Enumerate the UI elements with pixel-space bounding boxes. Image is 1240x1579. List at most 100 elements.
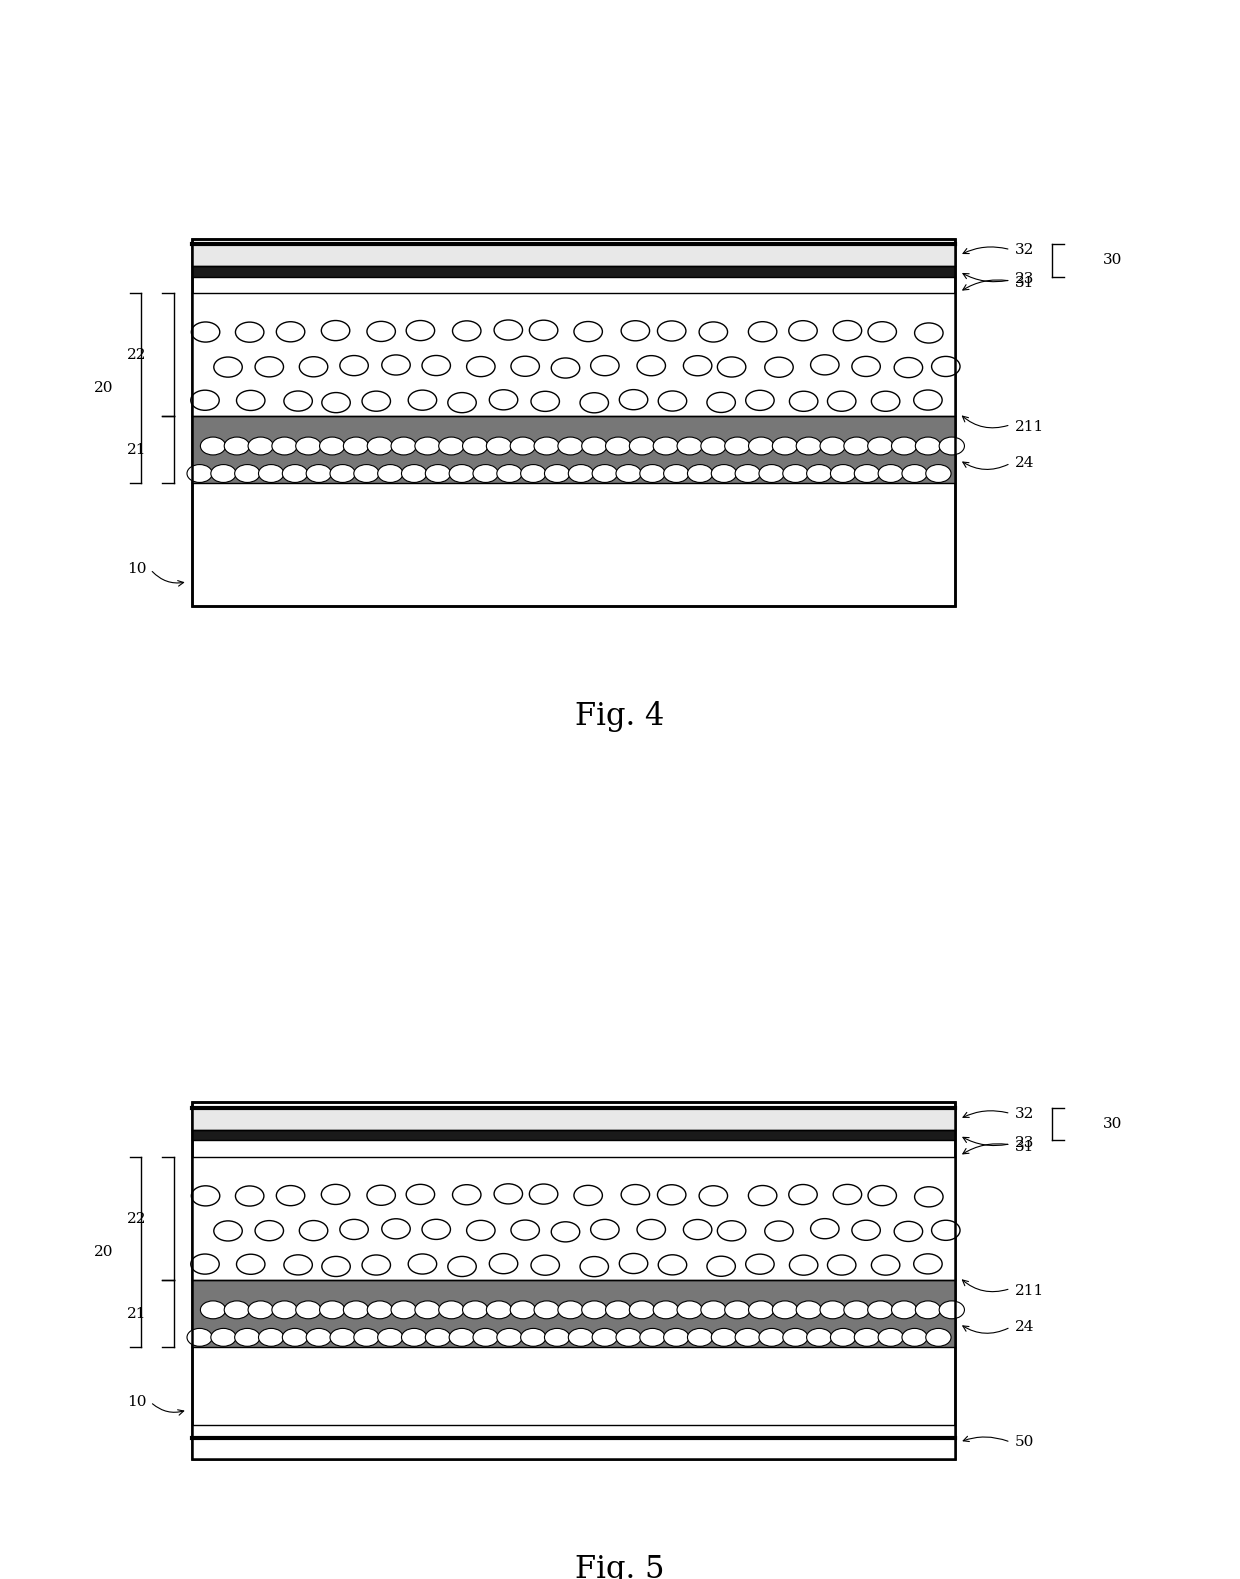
Ellipse shape (353, 464, 379, 483)
Text: 31: 31 (1016, 276, 1034, 289)
Bar (192, 1102, 955, 1459)
Ellipse shape (321, 1184, 350, 1205)
Ellipse shape (283, 464, 308, 483)
Ellipse shape (187, 1328, 212, 1347)
Ellipse shape (295, 437, 321, 455)
Ellipse shape (914, 1254, 942, 1274)
Ellipse shape (343, 1301, 368, 1318)
Ellipse shape (258, 1328, 284, 1347)
Ellipse shape (844, 1301, 869, 1318)
Ellipse shape (939, 437, 965, 455)
Ellipse shape (466, 1221, 495, 1241)
Ellipse shape (868, 1186, 897, 1206)
Ellipse shape (449, 1328, 475, 1347)
Ellipse shape (878, 464, 904, 483)
Ellipse shape (255, 357, 284, 377)
Ellipse shape (749, 1186, 776, 1206)
Ellipse shape (322, 1257, 350, 1276)
Ellipse shape (926, 464, 951, 483)
Text: 32: 32 (1016, 243, 1034, 257)
Ellipse shape (453, 321, 481, 341)
Text: 21: 21 (126, 1307, 146, 1320)
Ellipse shape (852, 1221, 880, 1241)
Ellipse shape (408, 1254, 436, 1274)
Ellipse shape (552, 358, 580, 377)
Ellipse shape (191, 1254, 219, 1274)
Text: 24: 24 (1016, 1320, 1034, 1334)
Ellipse shape (466, 357, 495, 377)
Ellipse shape (407, 321, 435, 341)
Ellipse shape (687, 1328, 713, 1347)
Ellipse shape (831, 1328, 856, 1347)
Ellipse shape (362, 392, 391, 411)
Ellipse shape (306, 464, 331, 483)
Ellipse shape (773, 437, 797, 455)
Ellipse shape (683, 1219, 712, 1240)
Ellipse shape (295, 1301, 321, 1318)
Ellipse shape (299, 357, 327, 377)
Ellipse shape (820, 1301, 846, 1318)
Text: Fig. 4: Fig. 4 (575, 701, 665, 733)
Ellipse shape (529, 1184, 558, 1205)
Bar (192, 1281, 955, 1347)
Ellipse shape (749, 322, 776, 341)
Bar (192, 1157, 955, 1281)
Ellipse shape (712, 464, 737, 483)
Ellipse shape (811, 1219, 839, 1240)
Ellipse shape (422, 1219, 450, 1240)
Ellipse shape (511, 357, 539, 376)
Text: 23: 23 (1016, 1137, 1034, 1150)
Ellipse shape (915, 1187, 944, 1206)
Ellipse shape (582, 1301, 608, 1318)
Ellipse shape (234, 464, 260, 483)
Text: 20: 20 (94, 1246, 114, 1258)
Ellipse shape (574, 322, 603, 341)
Ellipse shape (439, 437, 464, 455)
Bar (192, 417, 955, 483)
Ellipse shape (534, 437, 559, 455)
Ellipse shape (701, 437, 727, 455)
Ellipse shape (854, 464, 879, 483)
Bar (192, 1108, 955, 1131)
Ellipse shape (490, 390, 518, 411)
Text: 211: 211 (1016, 1284, 1044, 1298)
Ellipse shape (558, 437, 583, 455)
Text: 30: 30 (1104, 1118, 1122, 1131)
Ellipse shape (224, 1301, 249, 1318)
Ellipse shape (831, 464, 856, 483)
Bar (192, 294, 955, 417)
Ellipse shape (811, 355, 839, 374)
Ellipse shape (343, 437, 368, 455)
Ellipse shape (782, 1328, 808, 1347)
Ellipse shape (255, 1221, 284, 1241)
Ellipse shape (640, 1328, 665, 1347)
Ellipse shape (321, 321, 350, 341)
Ellipse shape (191, 1186, 219, 1206)
Ellipse shape (320, 437, 345, 455)
Ellipse shape (497, 464, 522, 483)
Ellipse shape (544, 464, 569, 483)
Ellipse shape (894, 1221, 923, 1241)
Text: 10: 10 (126, 562, 146, 576)
Ellipse shape (749, 437, 774, 455)
Ellipse shape (234, 1328, 260, 1347)
Ellipse shape (415, 437, 440, 455)
Ellipse shape (605, 1301, 631, 1318)
Ellipse shape (415, 1301, 440, 1318)
Bar (192, 1131, 955, 1140)
Ellipse shape (580, 1257, 609, 1277)
Ellipse shape (213, 1221, 242, 1241)
Ellipse shape (283, 1328, 308, 1347)
Ellipse shape (712, 1328, 737, 1347)
Ellipse shape (593, 1328, 618, 1347)
Ellipse shape (472, 464, 498, 483)
Ellipse shape (353, 1328, 379, 1347)
Ellipse shape (439, 1301, 464, 1318)
Ellipse shape (378, 464, 403, 483)
Ellipse shape (590, 355, 619, 376)
Ellipse shape (236, 322, 264, 343)
Ellipse shape (892, 1301, 916, 1318)
Ellipse shape (653, 1301, 678, 1318)
Ellipse shape (759, 1328, 784, 1347)
Ellipse shape (272, 1301, 298, 1318)
